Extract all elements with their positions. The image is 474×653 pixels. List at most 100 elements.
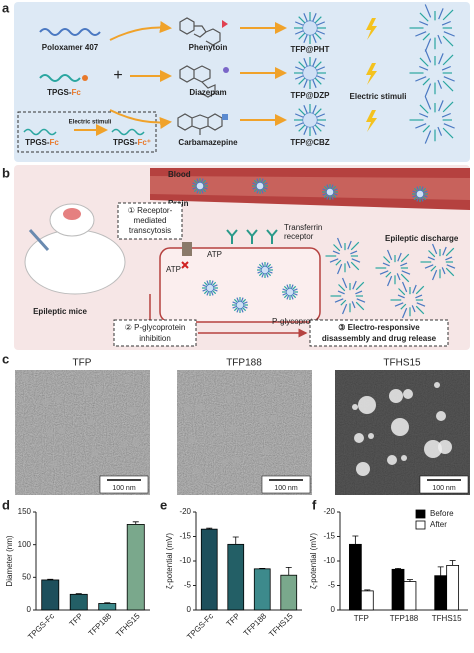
micelle-chain	[322, 188, 327, 192]
micelle-chain	[243, 301, 248, 305]
micelle-chain	[290, 284, 294, 289]
micelle-chain	[256, 178, 260, 183]
micelle-chain	[263, 182, 268, 186]
micelle-chain	[298, 32, 306, 40]
mouse-brain	[63, 208, 81, 220]
panel-b: b Blood Brain Epileptic mice ① Receptor-…	[2, 165, 470, 350]
micelle-chain	[303, 79, 308, 89]
micelle-chain	[401, 281, 408, 293]
particle	[192, 467, 200, 475]
particle	[217, 427, 225, 435]
micelle-chain	[203, 182, 208, 186]
micelle-chain	[316, 66, 326, 71]
micelle-chain	[282, 292, 287, 296]
micelle-chain	[424, 83, 432, 97]
particle	[262, 447, 270, 455]
micelle-chain	[346, 261, 351, 269]
micelle-chain	[212, 290, 217, 295]
particle	[225, 394, 233, 402]
particle	[266, 383, 274, 391]
micelle-chain	[401, 270, 411, 275]
reagent-label: TPGS-Fc	[47, 88, 81, 97]
micelle-chain	[428, 250, 436, 258]
micelle-chain	[419, 104, 429, 114]
micelle-chain	[333, 244, 341, 252]
micelle-chain	[332, 250, 340, 255]
micelle-chain	[379, 270, 389, 275]
micelle-chain	[253, 179, 258, 184]
product-label: TFP@DZP	[291, 91, 331, 100]
particle	[83, 387, 91, 395]
micelle-chain	[330, 195, 334, 200]
micelle-chain	[442, 80, 454, 92]
micelle-chain	[351, 301, 356, 309]
x-tick-label: TFHS15	[432, 614, 462, 623]
micelle-chain	[203, 186, 208, 190]
micelle-chain	[420, 186, 424, 191]
micelle-chain	[294, 21, 304, 26]
x-tick-label: TFHS15	[114, 611, 142, 639]
image-title: TFHS15	[383, 358, 421, 369]
particle	[196, 403, 204, 411]
micelle-chain	[385, 271, 392, 278]
micelle-chain	[236, 297, 240, 302]
x-tick-label: TFP	[354, 614, 369, 623]
micelle-chain	[382, 262, 390, 267]
y-tick-label: -5	[328, 581, 336, 590]
polymer-chain	[39, 74, 81, 82]
micelle-chain	[314, 124, 322, 132]
bar	[253, 568, 271, 611]
micelle-chain	[316, 113, 326, 118]
product-label: TFP@CBZ	[290, 138, 329, 147]
legend-swatch	[415, 509, 426, 519]
x-tick-label: TFP188	[242, 611, 269, 638]
y-tick-label: -10	[323, 556, 335, 565]
micelle-chain	[413, 196, 418, 201]
micelle-chain	[258, 272, 263, 277]
path	[177, 113, 223, 135]
micelle-chain	[350, 250, 358, 255]
step-box	[309, 319, 449, 347]
particle	[352, 404, 358, 410]
inset-after: TPGS-Fc⁺	[113, 138, 151, 147]
micelle-chain	[332, 185, 337, 190]
micelle-chain	[347, 240, 352, 250]
particle	[91, 449, 99, 457]
inset-before: TPGS-Fc	[25, 138, 59, 147]
micelle-chain	[424, 130, 432, 144]
error-bar	[437, 566, 444, 576]
y-axis-label: ζ-potential (mV)	[309, 533, 318, 589]
syringe	[28, 228, 50, 252]
drug-marker	[222, 114, 228, 120]
panel-label: a	[2, 0, 10, 15]
particle	[184, 405, 192, 413]
step-box	[117, 202, 183, 240]
micelle-chain	[212, 281, 217, 286]
error-bar	[406, 579, 413, 582]
micelle-chain	[293, 292, 298, 296]
micelle-chain	[326, 195, 330, 200]
particle	[221, 458, 229, 466]
micelle-chain	[416, 197, 420, 202]
micelle-chain	[232, 305, 237, 309]
polymer-chain	[23, 128, 57, 136]
micelle-chain	[233, 298, 238, 303]
p-glycoprotein	[182, 242, 192, 256]
path	[226, 229, 238, 244]
path	[366, 63, 377, 85]
micelle-chain	[441, 112, 451, 118]
micelle-chain	[286, 295, 290, 300]
micelle-chain	[415, 285, 425, 295]
micelle-chain	[192, 182, 197, 186]
y-tick-label: 0	[331, 605, 336, 614]
micelle-chain	[445, 267, 455, 277]
inset-label: Electric stimuli	[69, 120, 112, 126]
micelle-chain	[400, 262, 408, 267]
micelle-chain	[442, 101, 454, 113]
micelle-chain	[355, 301, 365, 311]
micelle-chain	[316, 30, 326, 35]
step-label: transcytosis	[129, 226, 171, 235]
micelle-chain	[314, 61, 322, 69]
micelle-chain	[202, 284, 207, 288]
micelle-chain	[294, 113, 304, 118]
